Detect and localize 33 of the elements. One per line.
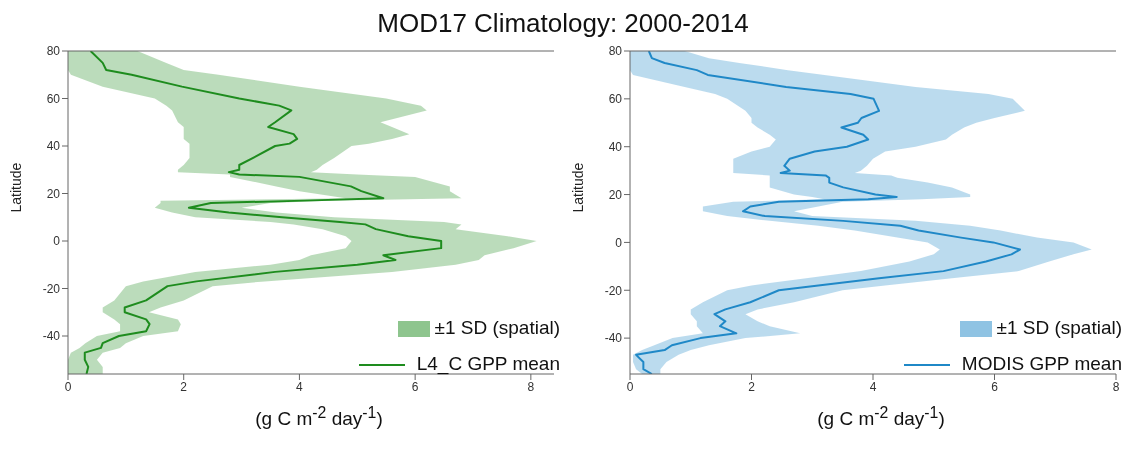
x-tick-label: 6 [411,379,419,394]
legend-label: L4_C GPP mean [416,353,560,375]
y-tick-label: 60 [608,92,623,107]
y-axis-title: Latitude [7,162,24,213]
x-tick-label: 0 [64,379,72,394]
x-tick-label: 4 [296,379,304,394]
y-tick-label: 80 [46,44,61,59]
y-tick-label: -40 [42,329,61,344]
y-tick-label: 80 [608,44,623,59]
x-tick-label: 6 [991,379,999,394]
y-tick-label: -40 [604,331,623,346]
y-tick-label: -20 [604,283,623,298]
x-tick-label: 4 [869,379,877,394]
y-tick-label: 20 [46,186,61,201]
x-tick-label: 0 [626,379,634,394]
y-axis-title: Latitude [569,162,586,213]
x-tick-label: 8 [527,379,535,394]
annotation: ±1 SD (spatial) [996,317,1122,339]
y-tick-label: 40 [46,139,61,154]
annotation: ±1 SD (spatial) [434,317,560,339]
y-tick-label: -20 [42,281,61,296]
y-tick-label: 60 [46,91,61,106]
y-tick-label: 0 [615,235,623,250]
y-tick-label: 40 [608,139,623,154]
legend-label: MODIS GPP mean [961,353,1122,375]
y-tick-label: 20 [608,187,623,202]
x-tick-label: 2 [748,379,756,394]
y-tick-label: 0 [53,234,61,249]
x-tick-label: 2 [180,379,188,394]
x-axis-title: (g C m$^{-2}$ day$^{-1}$) [254,404,384,431]
chart-title: MOD17 Climatology: 2000-2014 [376,8,750,40]
x-axis-title: (g C m$^{-2}$ day$^{-1}$) [816,404,946,431]
x-tick-label: 8 [1112,379,1120,394]
